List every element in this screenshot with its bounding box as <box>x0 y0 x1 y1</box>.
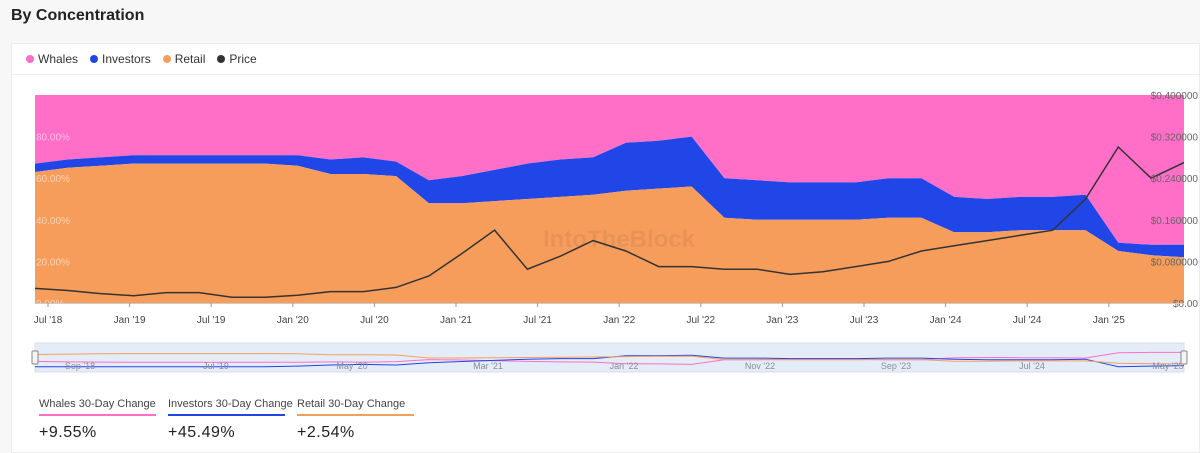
navigator-tick: May '25 <box>1152 361 1183 371</box>
chart-card: Whales Investors Retail Price IntoTheBlo… <box>11 43 1200 453</box>
legend-label-price: Price <box>229 52 257 66</box>
legend-dot-whales <box>26 55 34 63</box>
stat-investors-label: Investors 30-Day Change <box>168 398 293 410</box>
y-left-tick: 20.00% <box>36 257 70 268</box>
retail-area <box>35 163 1184 303</box>
y-left-tick: 0.00% <box>36 299 64 310</box>
stat-retail: Retail 30-Day Change +2.54% <box>297 398 414 442</box>
y-left-tick: 40.00% <box>36 216 70 227</box>
chart-legend: Whales Investors Retail Price <box>26 52 257 66</box>
stat-investors: Investors 30-Day Change +45.49% <box>168 398 293 442</box>
y-right-tick: $0.240000 <box>1151 174 1199 185</box>
legend-dot-retail <box>162 55 171 63</box>
x-tick-label: Jan '23 <box>766 315 798 326</box>
x-tick-label: Jan '22 <box>603 315 635 326</box>
page-title: By Concentration <box>11 7 145 24</box>
stat-retail-label: Retail 30-Day Change <box>297 398 406 410</box>
x-tick-label: Jan '21 <box>440 315 472 326</box>
y-left-tick: 80.00% <box>36 133 70 144</box>
navigator-tick: Jan '22 <box>610 361 639 371</box>
navigator-tick: Nov '22 <box>745 361 775 371</box>
stat-whales-label: Whales 30-Day Change <box>39 398 156 410</box>
legend-item-investors[interactable]: Investors <box>90 52 151 66</box>
x-tick-label: Jul '21 <box>523 315 552 326</box>
x-tick-label: Jul '23 <box>850 315 879 326</box>
navigator-handle-right[interactable] <box>1180 350 1188 365</box>
navigator-tick: Mar '21 <box>473 361 503 371</box>
x-tick-label: Jan '20 <box>277 315 309 326</box>
stat-investors-bar <box>168 414 285 416</box>
legend-item-whales[interactable]: Whales <box>26 52 78 66</box>
y-left-tick: 60.00% <box>36 174 70 185</box>
legend-dot-price <box>217 55 226 63</box>
x-tick-label: Jul '19 <box>197 315 226 326</box>
navigator-tick: Jul '19 <box>203 361 229 371</box>
navigator-handle-left[interactable] <box>31 350 39 365</box>
y-right-tick: $0.160000 <box>1151 216 1199 227</box>
x-tick-label: Jan '19 <box>114 315 146 326</box>
price-line <box>34 145 1185 299</box>
navigator-tick: Sep '18 <box>65 361 95 371</box>
y-right-tick: $0.00 <box>1173 299 1198 310</box>
stat-investors-value: +45.49% <box>168 424 236 441</box>
legend-item-price[interactable]: Price <box>217 52 257 66</box>
legend-label-investors: Investors <box>102 52 151 66</box>
y-right-tick: $0.400000 <box>1151 91 1199 102</box>
stat-whales-value: +9.55% <box>39 424 97 441</box>
legend-label-retail: Retail <box>174 52 206 66</box>
y-right-tick: $0.320000 <box>1151 133 1199 144</box>
legend-item-retail[interactable]: Retail <box>162 52 206 66</box>
x-tick-label: Jul '18 <box>34 315 63 326</box>
x-tick-label: Jul '24 <box>1013 315 1042 326</box>
legend-dot-investors <box>90 55 99 63</box>
navigator-retail-line <box>34 353 1185 365</box>
stats-row: Whales 30-Day Change +9.55% Investors 30… <box>39 398 414 442</box>
x-tick-label: Jan '25 <box>1093 315 1125 326</box>
x-tick-label: Jul '20 <box>360 315 389 326</box>
y-right-tick: $0.080000 <box>1151 257 1199 268</box>
navigator-tick: Sep '23 <box>881 361 911 371</box>
navigator-tick: Jul '24 <box>1019 361 1045 371</box>
whales-area <box>35 95 1184 245</box>
stat-whales: Whales 30-Day Change +9.55% <box>39 398 156 442</box>
x-tick-label: Jan '24 <box>930 315 962 326</box>
stat-retail-value: +2.54% <box>297 424 355 441</box>
legend-divider <box>12 74 1199 75</box>
investors-area <box>35 136 1184 258</box>
navigator-tick: May '20 <box>336 361 367 371</box>
stat-whales-bar <box>39 414 156 416</box>
concentration-chart[interactable]: IntoTheBlock 0.00%20.00%40.00%60.00%80.0… <box>12 75 1200 415</box>
navigator-whales-line <box>34 351 1184 365</box>
legend-label-whales: Whales <box>38 52 79 66</box>
x-tick-label: Jul '22 <box>687 315 716 326</box>
stat-retail-bar <box>297 414 414 416</box>
range-navigator[interactable]: Sep '18 Jul '19 May '20 Mar '21 Jan '22 Nov '… <box>31 342 1188 373</box>
